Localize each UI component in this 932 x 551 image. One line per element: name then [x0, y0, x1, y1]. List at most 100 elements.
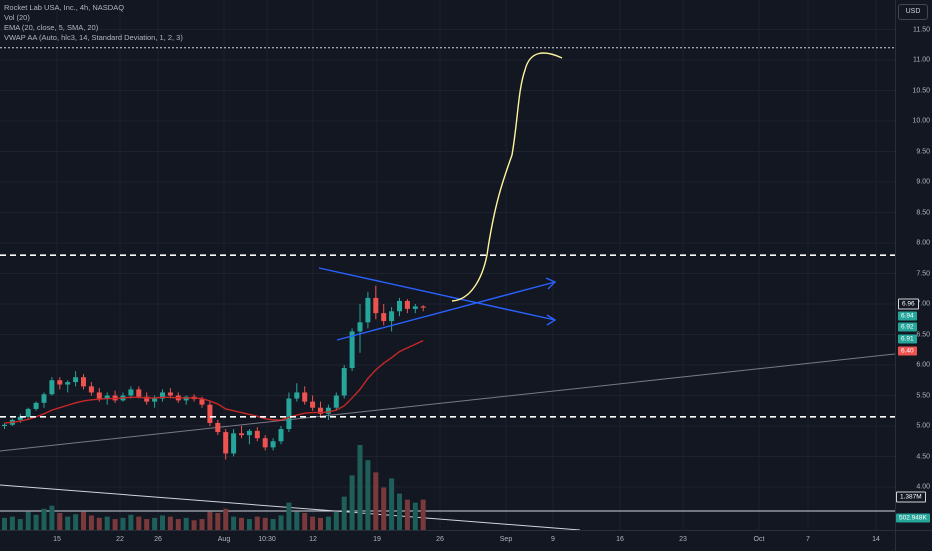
volume-bar [349, 475, 355, 530]
time-tick-label: 9 [551, 536, 555, 543]
time-tick-label: 10:30 [258, 536, 276, 543]
candle [278, 429, 284, 442]
volume-badge: 1.387M [896, 491, 926, 503]
long-trendline [0, 353, 896, 452]
candle [65, 382, 71, 385]
price-tick-label: 6.50 [916, 331, 930, 338]
volume-bar [310, 516, 316, 530]
volume-bar [318, 517, 323, 530]
time-tick-label: 7 [806, 536, 810, 543]
volume-bar [420, 499, 426, 530]
price-axis[interactable]: 11.50 11.00 10.50 10.00 9.50 9.00 8.50 8.00 7.50… [895, 0, 932, 530]
candle [223, 432, 229, 454]
time-tick-label: 15 [53, 536, 61, 543]
volume-badge: 502.948K [896, 513, 930, 523]
price-tick-label: 9.00 [916, 178, 930, 186]
candle [239, 433, 244, 436]
price-tick-label: 7.00 [916, 300, 930, 308]
price-tick-label: 11.50 [913, 26, 930, 33]
time-tick-label: Aug [217, 536, 231, 543]
volume-bar [231, 516, 237, 530]
drawings [318, 52, 563, 341]
volume-bar [25, 511, 31, 530]
grid [0, 0, 895, 530]
candle [25, 408, 31, 417]
candle [81, 377, 86, 387]
candle [373, 297, 379, 314]
candle [207, 404, 213, 423]
volume-bar [286, 502, 292, 530]
time-tick-label: 23 [679, 536, 687, 543]
candle [17, 416, 23, 420]
legend-volume: Vol (20) [4, 13, 30, 22]
candle [88, 386, 94, 393]
volume-bar [175, 519, 181, 530]
volume-bar [389, 478, 395, 530]
volume-bar [81, 511, 86, 530]
candles [2, 285, 426, 460]
trendlines [0, 353, 896, 531]
candle [231, 433, 237, 454]
volume-bar [88, 515, 94, 530]
candle [294, 392, 300, 399]
volume-bar [302, 513, 308, 530]
chart-area[interactable]: Rocket Lab USA, Inc., 4h, NASDAQ Vol (20… [0, 0, 896, 531]
volume-bar [246, 519, 252, 530]
price-badge: 6.40 [898, 346, 917, 356]
volume-bar [120, 517, 126, 530]
volume-bar [215, 513, 221, 530]
candle [152, 398, 158, 402]
candle [365, 297, 371, 323]
volume-bar [167, 516, 173, 530]
time-tick-label: 12 [309, 536, 317, 543]
price-tick-label: 4.50 [916, 453, 930, 460]
legend-vwap: VWAP AA (Auto, hlc3, 14, Standard Deviat… [4, 33, 183, 42]
axis-corner [895, 530, 932, 551]
volume-bar [207, 511, 213, 530]
volume-bar [270, 519, 276, 530]
candle [404, 300, 410, 309]
volume-bar [144, 519, 150, 530]
ema-line [4, 339, 424, 424]
price-tick-label: 11.00 [913, 56, 930, 64]
price-chart[interactable] [0, 0, 896, 531]
candle [33, 402, 39, 409]
volume-bar [412, 502, 418, 530]
candle [199, 399, 205, 405]
volume-bar [294, 511, 300, 530]
volume-bar [325, 516, 331, 530]
volume-bar [57, 513, 63, 530]
volume-bar [278, 515, 284, 530]
candle [349, 331, 355, 369]
triangle-upper-line [318, 267, 556, 321]
volume-bar [17, 519, 23, 530]
time-tick-label: 19 [373, 536, 381, 543]
candle [318, 407, 323, 414]
candle [215, 422, 221, 433]
price-badge: 6.94 [898, 311, 917, 321]
price-tick-label: 8.00 [916, 239, 930, 247]
candle [389, 311, 395, 322]
price-tick-label: 9.50 [916, 148, 930, 155]
projection-curve [451, 52, 563, 302]
candle [270, 441, 276, 448]
candle [381, 313, 387, 322]
volume-bar [254, 516, 260, 530]
volume-bars [2, 445, 426, 530]
volume-bar [112, 519, 118, 530]
volume-bar [223, 508, 229, 530]
volume-bar [33, 514, 39, 530]
volume-bar [397, 493, 402, 530]
candle [2, 424, 7, 426]
time-tick-label: Oct [753, 536, 765, 543]
volume-bar [365, 460, 371, 530]
currency-button[interactable]: USD [898, 4, 928, 20]
volume-bar [373, 472, 379, 530]
time-axis[interactable]: 15 22 26 Aug 10:30 12 19 26 Sep 9 16 23 Oct 7 14 [0, 530, 895, 551]
candle [412, 306, 418, 309]
candle [325, 407, 331, 414]
candle [73, 377, 79, 383]
volume-bar [333, 511, 339, 530]
price-badge: 6.92 [898, 322, 917, 332]
volume-bar [73, 514, 79, 530]
